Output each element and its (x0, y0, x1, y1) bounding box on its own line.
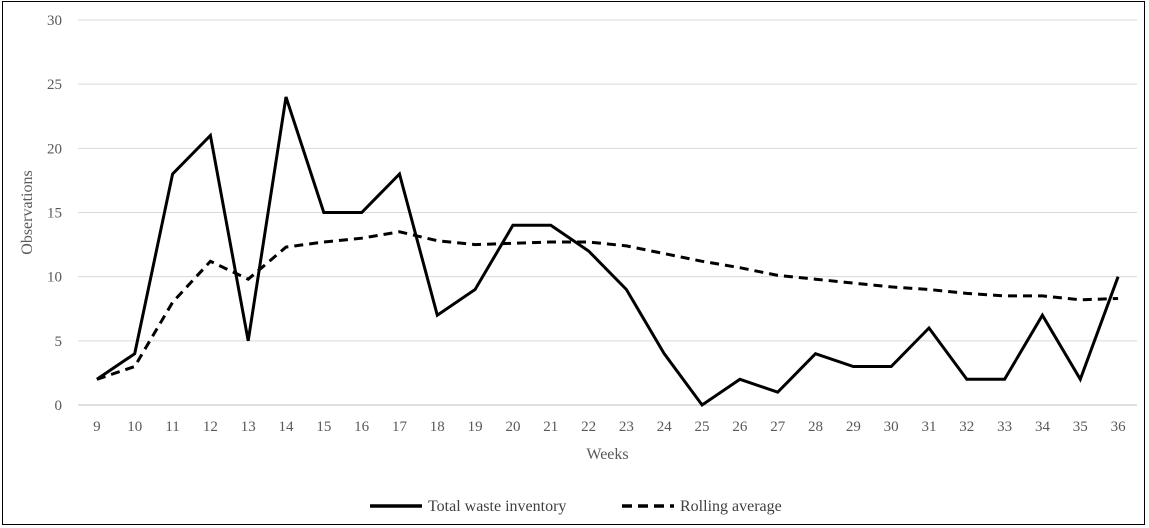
series-line-2 (96, 230, 1119, 381)
x-axis-ticks: 9 10 11 12 13 14 15 16 17 18 19 20 21 22 23 24 25 26 27 28 2… (93, 419, 1126, 435)
x-tick-label: 18 (430, 419, 445, 435)
gridlines (78, 19, 1137, 342)
x-tick-label: 26 (732, 419, 748, 435)
x-tick-label: 21 (543, 419, 558, 435)
x-tick-label: 13 (241, 419, 256, 435)
y-axis-title: Observations (19, 170, 36, 254)
x-tick-label: 24 (657, 419, 673, 435)
x-tick-label: 12 (203, 419, 218, 435)
x-tick-label: 14 (279, 419, 295, 435)
x-axis-title: Weeks (586, 446, 628, 463)
x-tick-label: 36 (1111, 419, 1127, 435)
x-tick-label: 15 (316, 419, 331, 435)
x-tick-label: 16 (354, 419, 370, 435)
x-tick-label: 9 (93, 419, 101, 435)
x-tick-label: 11 (165, 419, 179, 435)
series-line-1 (96, 96, 1120, 408)
x-tick-label: 31 (921, 419, 936, 435)
x-tick-label: 17 (392, 419, 408, 435)
y-tick-label: 10 (47, 270, 62, 286)
y-tick-label: 15 (47, 206, 62, 222)
x-tick-label: 35 (1073, 419, 1088, 435)
y-tick-label: 20 (47, 141, 62, 157)
y-tick-label: 5 (55, 334, 63, 350)
legend-label-2: Rolling average (680, 498, 782, 515)
x-tick-label: 34 (1035, 419, 1051, 435)
x-tick-label: 25 (695, 419, 710, 435)
legend: Total waste inventory Rolling average (370, 498, 782, 515)
y-tick-label: 0 (55, 398, 63, 414)
x-tick-label: 29 (846, 419, 861, 435)
y-tick-label: 30 (47, 13, 62, 29)
x-tick-label: 20 (505, 419, 520, 435)
y-tick-label: 25 (47, 77, 62, 93)
series-lines (96, 96, 1120, 408)
x-tick-label: 10 (127, 419, 142, 435)
x-tick-label: 27 (770, 419, 786, 435)
x-tick-label: 28 (808, 419, 823, 435)
x-tick-label: 32 (959, 419, 974, 435)
x-tick-label: 30 (884, 419, 899, 435)
y-axis-ticks: 0 5 10 15 20 25 30 (47, 13, 62, 414)
legend-label-1: Total waste inventory (428, 498, 566, 515)
x-tick-label: 33 (997, 419, 1012, 435)
x-tick-label: 19 (468, 419, 483, 435)
x-tick-label: 22 (581, 419, 596, 435)
x-tick-label: 23 (619, 419, 634, 435)
